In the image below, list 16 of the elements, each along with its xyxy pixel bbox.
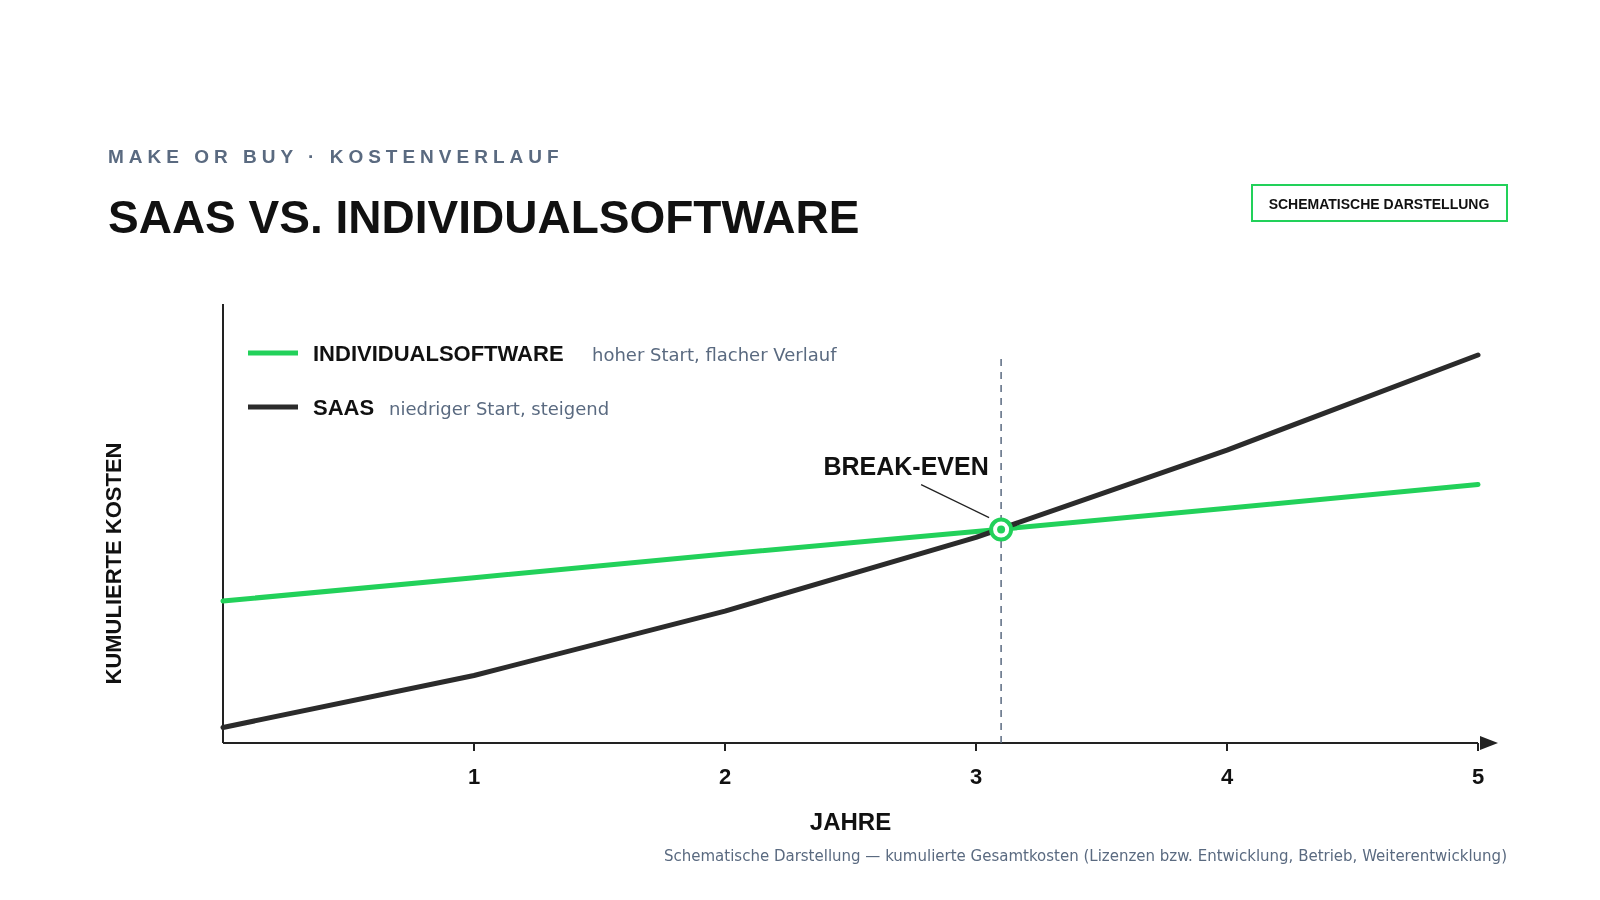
- x-axis-title: JAHRE: [809, 808, 892, 835]
- legend-label: SAAS: [313, 395, 375, 420]
- chart-subtitle: MAKE OR BUY · KOSTENVERLAUF: [108, 146, 564, 167]
- legend-label: INDIVIDUALSOFTWARE: [313, 341, 564, 366]
- text: Schematische Darstellung — kumulierte Gesamtkosten (Lizenzen bzw. Entwicklung, Betrieb, Weiterentwicklung): [663, 847, 1507, 865]
- chart-title: SAAS VS. INDIVIDUALSOFTWARE: [108, 191, 860, 243]
- x-tick-label: 2: [718, 764, 732, 789]
- x-tick-label: 1: [467, 764, 481, 789]
- text: SCHEMATISCHE DARSTELLUNG: [1268, 196, 1490, 212]
- x-tick-label: 3: [969, 764, 983, 789]
- annotation: BREAK-EVEN: [823, 451, 989, 480]
- x-tick-label: 4: [1220, 764, 1234, 789]
- x-tick-label: 5: [1471, 764, 1485, 789]
- y-axis-title: KUMULIERTE KOSTEN: [101, 442, 126, 685]
- annotation: niedriger Start, steigend: [389, 398, 610, 419]
- annotation: hoher Start, flacher Verlauf: [592, 344, 838, 365]
